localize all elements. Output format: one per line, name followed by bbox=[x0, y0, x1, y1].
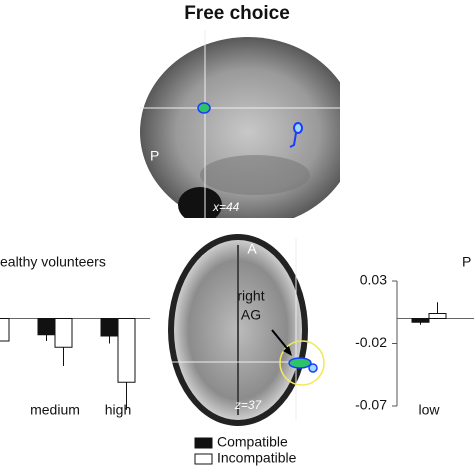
bar bbox=[0, 318, 10, 342]
region-label: AG bbox=[241, 307, 261, 323]
sagittal-image bbox=[140, 30, 340, 218]
legend-swatch bbox=[194, 437, 213, 449]
y-tick-label: -0.02 bbox=[355, 334, 387, 350]
legend-label: Compatible bbox=[217, 434, 288, 450]
sagittal-slice-label: x=44 bbox=[212, 200, 240, 214]
x-tick-label: medium bbox=[30, 402, 80, 418]
axial-image bbox=[168, 234, 325, 426]
region-label: right bbox=[237, 288, 264, 304]
figure-title: Free choice bbox=[184, 3, 290, 24]
bar bbox=[428, 313, 447, 319]
chart-title: P bbox=[462, 254, 471, 270]
legend-label: Incompatible bbox=[217, 450, 297, 466]
bar bbox=[117, 318, 136, 383]
chart-title: ealthy volunteers bbox=[0, 254, 106, 270]
bar bbox=[54, 318, 73, 348]
legend-swatch bbox=[194, 453, 213, 465]
y-tick-label: -0.07 bbox=[355, 397, 387, 413]
bar bbox=[37, 318, 56, 336]
y-tick-label: 0.03 bbox=[360, 272, 387, 288]
bar bbox=[411, 318, 430, 323]
x-tick-label: high bbox=[105, 402, 131, 418]
sagittal-side-label: P bbox=[150, 148, 159, 164]
bar bbox=[100, 318, 119, 337]
axial-slice-label: z=37 bbox=[234, 398, 263, 412]
x-tick-label: low bbox=[418, 402, 440, 418]
axial-front-label: A bbox=[247, 241, 257, 257]
